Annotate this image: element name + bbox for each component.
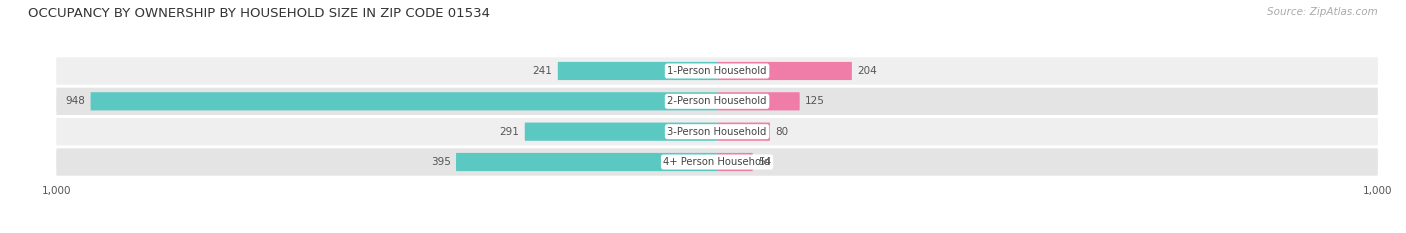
- FancyBboxPatch shape: [456, 153, 717, 171]
- Text: 3-Person Household: 3-Person Household: [668, 127, 766, 137]
- Text: OCCUPANCY BY OWNERSHIP BY HOUSEHOLD SIZE IN ZIP CODE 01534: OCCUPANCY BY OWNERSHIP BY HOUSEHOLD SIZE…: [28, 7, 491, 20]
- Text: 80: 80: [775, 127, 789, 137]
- Text: 125: 125: [806, 96, 825, 106]
- FancyBboxPatch shape: [717, 153, 752, 171]
- FancyBboxPatch shape: [90, 92, 717, 110]
- FancyBboxPatch shape: [717, 92, 800, 110]
- FancyBboxPatch shape: [56, 118, 1378, 145]
- Text: 2-Person Household: 2-Person Household: [668, 96, 766, 106]
- Text: Source: ZipAtlas.com: Source: ZipAtlas.com: [1267, 7, 1378, 17]
- Text: 241: 241: [533, 66, 553, 76]
- Text: 204: 204: [858, 66, 877, 76]
- Text: 395: 395: [430, 157, 451, 167]
- FancyBboxPatch shape: [56, 148, 1378, 176]
- FancyBboxPatch shape: [558, 62, 717, 80]
- FancyBboxPatch shape: [717, 123, 770, 141]
- Text: 948: 948: [66, 96, 86, 106]
- FancyBboxPatch shape: [56, 88, 1378, 115]
- FancyBboxPatch shape: [524, 123, 717, 141]
- Text: 54: 54: [758, 157, 772, 167]
- Text: 291: 291: [499, 127, 519, 137]
- Text: 4+ Person Household: 4+ Person Household: [664, 157, 770, 167]
- FancyBboxPatch shape: [717, 62, 852, 80]
- FancyBboxPatch shape: [56, 57, 1378, 85]
- Text: 1-Person Household: 1-Person Household: [668, 66, 766, 76]
